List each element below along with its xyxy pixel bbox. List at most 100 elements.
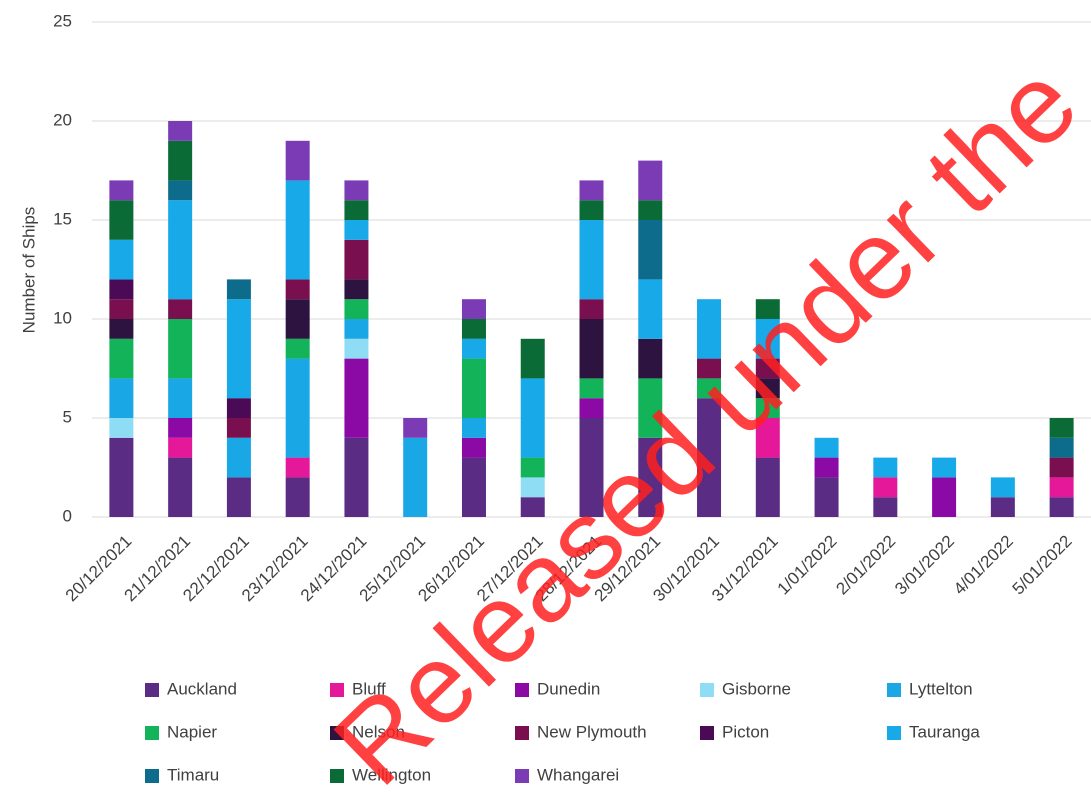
bar-segment bbox=[109, 378, 134, 418]
bar-segment bbox=[932, 457, 957, 478]
y-axis-title: Number of Ships bbox=[19, 207, 38, 334]
x-tick-label: 4/01/2022 bbox=[950, 532, 1017, 599]
legend-swatch bbox=[887, 726, 901, 740]
legend-swatch bbox=[330, 769, 344, 783]
bar-segment bbox=[520, 497, 545, 517]
bar-segment bbox=[1049, 418, 1074, 438]
bar-segment bbox=[226, 437, 251, 478]
legend-label: Napier bbox=[167, 722, 217, 741]
bar-segment bbox=[109, 437, 134, 517]
watermark: Released under the bbox=[310, 40, 1091, 788]
legend-label: Tauranga bbox=[909, 722, 980, 741]
bar-segment bbox=[697, 378, 722, 399]
bar-segment bbox=[990, 477, 1015, 498]
bar-segment bbox=[579, 378, 604, 399]
bar-segment bbox=[579, 398, 604, 418]
bar-segment bbox=[403, 437, 428, 517]
bar-segment bbox=[403, 418, 428, 438]
bar-segment bbox=[285, 299, 310, 339]
legend-label: Timaru bbox=[167, 765, 219, 784]
y-tick-label: 10 bbox=[53, 308, 72, 327]
bar-segment bbox=[638, 338, 663, 379]
legend-label: Nelson bbox=[352, 722, 405, 741]
bar-segment bbox=[344, 319, 369, 339]
bar-segment bbox=[109, 299, 134, 319]
bar-segment bbox=[755, 418, 780, 458]
bar-segment bbox=[697, 358, 722, 379]
bar-segment bbox=[520, 378, 545, 458]
bar-segment bbox=[697, 299, 722, 359]
bar-segment bbox=[344, 180, 369, 201]
bar-segment bbox=[579, 220, 604, 300]
legend-label: Auckland bbox=[167, 679, 237, 698]
bar-segment bbox=[579, 299, 604, 319]
bar-segment bbox=[109, 180, 134, 201]
x-tick-label: 3/01/2022 bbox=[891, 532, 958, 599]
bar-segment bbox=[1049, 437, 1074, 458]
x-tick-label: 2/01/2022 bbox=[832, 532, 899, 599]
bar-segment bbox=[461, 338, 486, 359]
legend-swatch bbox=[515, 683, 529, 697]
bar-segment bbox=[168, 299, 193, 319]
bar-segment bbox=[461, 358, 486, 418]
legend-label: Gisborne bbox=[722, 679, 791, 698]
bar-segment bbox=[109, 319, 134, 339]
bar-segment bbox=[285, 180, 310, 280]
bar-segment bbox=[755, 398, 780, 418]
bar-segment bbox=[755, 378, 780, 399]
legend-swatch bbox=[515, 726, 529, 740]
bar-segment bbox=[285, 457, 310, 478]
bar-segment bbox=[168, 457, 193, 517]
bar-segment bbox=[697, 398, 722, 517]
bar-segment bbox=[168, 200, 193, 300]
bar-segment bbox=[638, 160, 663, 201]
bar-segment bbox=[109, 200, 134, 240]
bar-segment bbox=[168, 378, 193, 418]
bar-segment bbox=[226, 477, 251, 517]
bar-segment bbox=[226, 299, 251, 399]
legend-label: Whangarei bbox=[537, 765, 619, 784]
bar-segment bbox=[285, 338, 310, 359]
bar-segment bbox=[109, 338, 134, 379]
bar-segment bbox=[755, 358, 780, 379]
legend-label: Dunedin bbox=[537, 679, 600, 698]
legend-swatch bbox=[887, 683, 901, 697]
bar-segment bbox=[168, 319, 193, 379]
bar-segment bbox=[579, 200, 604, 220]
bar-segment bbox=[638, 200, 663, 220]
legend-label: Lyttelton bbox=[909, 679, 973, 698]
bar-segment bbox=[638, 378, 663, 438]
bar-segment bbox=[461, 418, 486, 438]
bar-segment bbox=[1049, 497, 1074, 517]
bar-segment bbox=[1049, 477, 1074, 498]
legend-swatch bbox=[515, 769, 529, 783]
bar-segment bbox=[755, 319, 780, 359]
bar-segment bbox=[755, 457, 780, 517]
bar-segment bbox=[638, 279, 663, 339]
bar-segment bbox=[461, 319, 486, 339]
bar-segment bbox=[520, 338, 545, 379]
legend-swatch bbox=[700, 683, 714, 697]
bar-segment bbox=[755, 299, 780, 319]
bar-segment bbox=[168, 121, 193, 141]
bar-segment bbox=[344, 358, 369, 438]
bar-segment bbox=[461, 299, 486, 319]
bar-segment bbox=[638, 437, 663, 517]
bar-segment bbox=[344, 299, 369, 319]
y-tick-label: 0 bbox=[63, 506, 72, 525]
bar-segment bbox=[344, 338, 369, 359]
bar-segment bbox=[285, 358, 310, 458]
bar-segment bbox=[344, 437, 369, 517]
legend-swatch bbox=[145, 769, 159, 783]
bar-segment bbox=[226, 279, 251, 300]
legend-swatch bbox=[330, 726, 344, 740]
legend-label: Wellington bbox=[352, 765, 431, 784]
legend-swatch bbox=[700, 726, 714, 740]
legend-swatch bbox=[330, 683, 344, 697]
bar-segment bbox=[344, 200, 369, 220]
bar-segment bbox=[814, 457, 839, 478]
bar-segment bbox=[873, 497, 898, 517]
bar-segment bbox=[344, 220, 369, 240]
bar-segment bbox=[109, 418, 134, 438]
bar-segment bbox=[168, 437, 193, 458]
